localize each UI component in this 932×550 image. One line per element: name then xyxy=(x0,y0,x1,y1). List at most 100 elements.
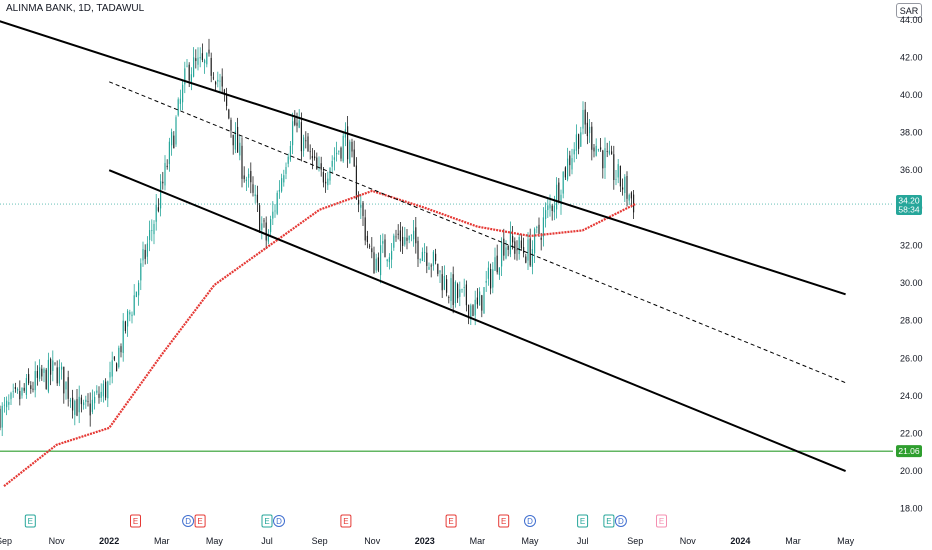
candle-body xyxy=(234,130,236,150)
candle-body xyxy=(32,388,34,390)
candle-body xyxy=(474,299,476,316)
candle-body xyxy=(340,147,342,159)
candle-body xyxy=(215,81,217,85)
chart-title: ALINMA BANK, 1D, TADAWUL xyxy=(6,3,145,14)
candle-body xyxy=(248,173,250,178)
candle-body xyxy=(1,405,3,428)
candle-body xyxy=(483,287,485,314)
candle-body xyxy=(615,179,617,180)
candle-body xyxy=(113,356,115,360)
candle-body xyxy=(41,368,43,377)
level-price-label: 21.06 xyxy=(898,446,920,456)
candle-body xyxy=(470,305,472,320)
candle-body xyxy=(140,263,142,281)
candle-body xyxy=(501,241,503,267)
candle-body xyxy=(633,194,635,213)
candle-body xyxy=(261,223,263,230)
event-marker-label: E xyxy=(606,517,611,526)
candle-body xyxy=(307,136,309,152)
last-price-badge xyxy=(896,195,922,216)
earnings-icon xyxy=(603,514,615,528)
candle-body xyxy=(221,76,223,87)
candle-body xyxy=(349,141,351,164)
candle-body xyxy=(624,176,626,194)
candle-body xyxy=(131,314,133,317)
earnings-icon xyxy=(656,514,667,528)
candle-body xyxy=(404,237,406,245)
candle-body xyxy=(3,404,5,406)
candle-body xyxy=(210,57,212,76)
candle-body xyxy=(98,393,100,398)
candle-body xyxy=(12,390,14,392)
y-tick-label: 28.00 xyxy=(900,316,923,326)
candle-body xyxy=(358,199,360,205)
candle-body xyxy=(179,98,181,104)
candle-body xyxy=(329,168,331,181)
last-price-label: 34.20 xyxy=(898,196,920,206)
currency-button[interactable]: SAR xyxy=(896,3,922,18)
candle-body xyxy=(595,145,597,156)
candle-body xyxy=(36,370,38,378)
candle-body xyxy=(556,184,558,210)
candle-body xyxy=(263,220,265,222)
candle-body xyxy=(575,134,577,151)
y-tick-label: 42.00 xyxy=(900,52,923,62)
candle-body xyxy=(276,192,278,214)
candle-body xyxy=(289,145,291,160)
candle-body xyxy=(153,223,155,235)
candle-body xyxy=(626,176,628,199)
candle-body xyxy=(300,122,302,152)
y-tick-label: 40.00 xyxy=(900,90,923,100)
x-tick-label: Sep xyxy=(0,536,12,546)
candle-body xyxy=(94,396,96,404)
candle-body xyxy=(518,236,520,255)
candle-body xyxy=(454,282,456,304)
candle-body xyxy=(505,247,507,259)
candle-body xyxy=(516,249,518,251)
candle-body xyxy=(135,291,137,298)
candle-body xyxy=(562,171,564,194)
candle-body xyxy=(593,147,595,152)
candle-body xyxy=(173,135,175,149)
y-tick-label: 18.00 xyxy=(900,504,923,514)
candle-body xyxy=(43,368,45,373)
x-tick-label: 2022 xyxy=(99,536,119,546)
candle-body xyxy=(63,366,65,394)
dividend-icon xyxy=(182,515,195,527)
candle-body xyxy=(333,157,335,160)
candle-body xyxy=(252,184,254,193)
candle-body xyxy=(514,241,516,254)
x-tick-label: Mar xyxy=(785,536,801,546)
event-marker-label: E xyxy=(580,517,585,526)
candle-body xyxy=(461,288,463,290)
candle-body xyxy=(17,389,19,391)
candle-body xyxy=(520,240,522,249)
candle-body xyxy=(602,150,604,169)
candle-body xyxy=(538,224,540,234)
candle-body xyxy=(287,156,289,164)
candle-body xyxy=(45,369,47,389)
candle-body xyxy=(314,156,316,159)
candle-body xyxy=(309,151,311,153)
candle-body xyxy=(373,252,375,274)
candle-body xyxy=(259,205,261,233)
event-marker-label: E xyxy=(197,517,202,526)
y-tick-label: 24.00 xyxy=(900,391,923,401)
candle-body xyxy=(164,162,166,186)
candle-body xyxy=(311,155,313,159)
candle-body xyxy=(542,217,544,237)
candle-body xyxy=(219,80,221,82)
candle-body xyxy=(388,257,390,263)
candle-body xyxy=(507,245,509,250)
candle-body xyxy=(160,181,162,209)
candle-body xyxy=(177,99,179,116)
candle-body xyxy=(443,276,445,290)
y-tick-label: 38.00 xyxy=(900,128,923,138)
y-tick-label: 44.00 xyxy=(900,15,923,25)
candle-body xyxy=(463,287,465,288)
y-tick-label: 20.00 xyxy=(900,466,923,476)
candle-body xyxy=(611,151,613,155)
candle-body xyxy=(377,257,379,271)
candle-body xyxy=(61,366,63,370)
